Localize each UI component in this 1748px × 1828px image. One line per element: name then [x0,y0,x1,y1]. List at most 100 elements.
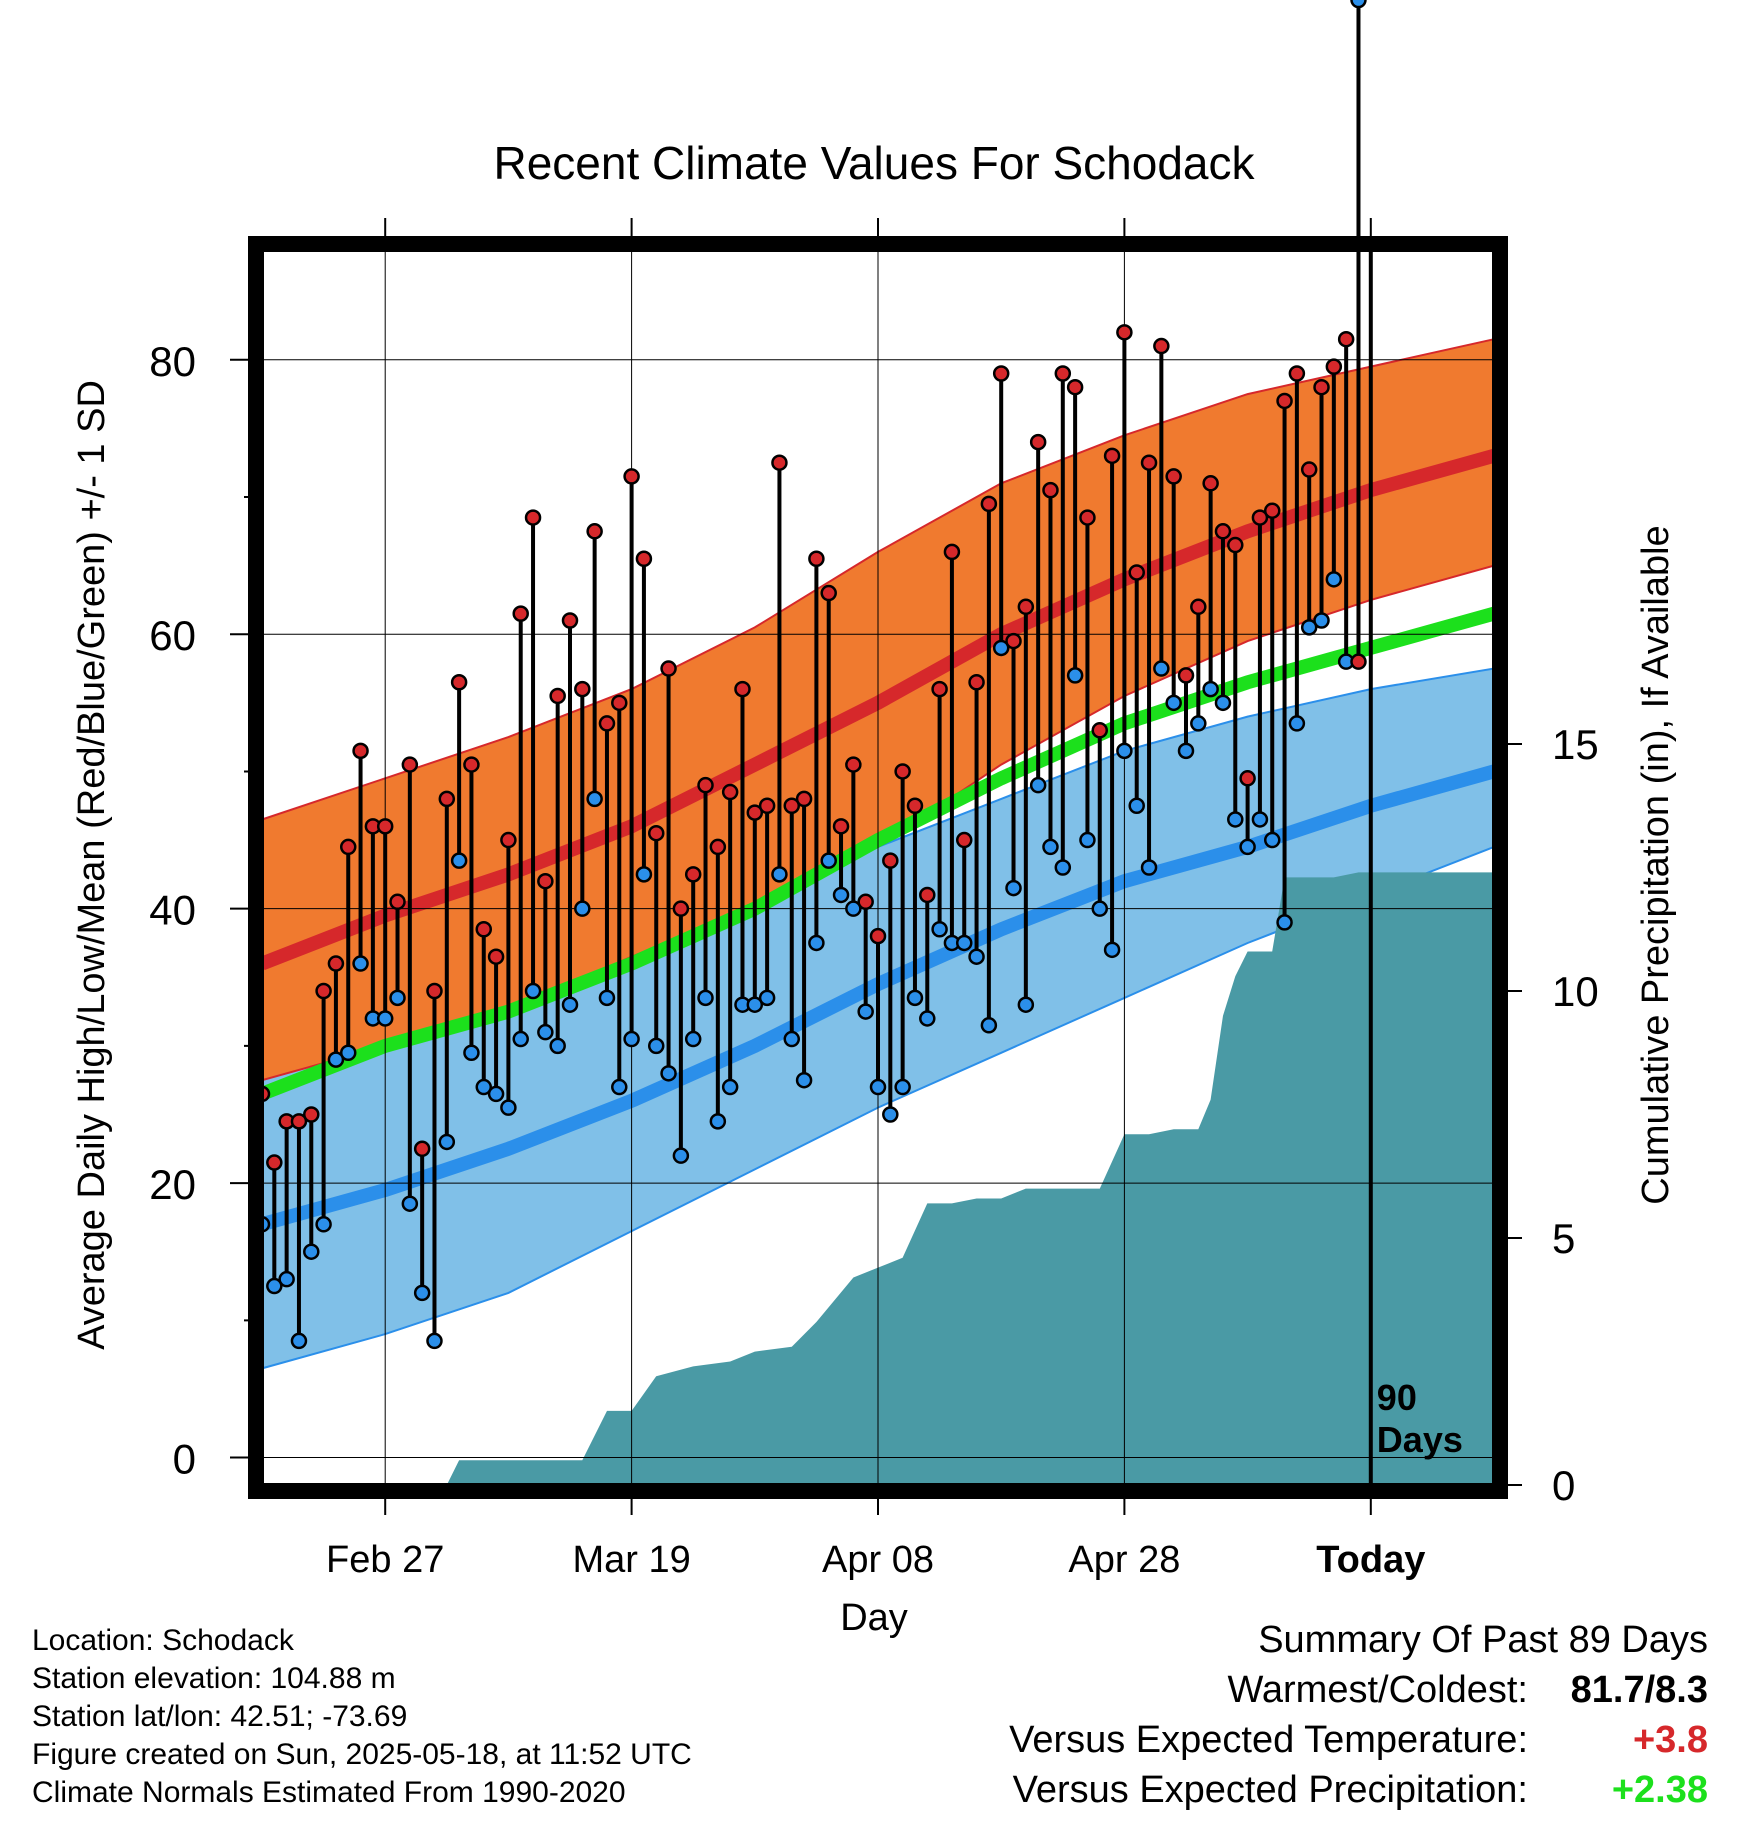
daily-high-point [1325,358,1343,375]
daily-high-point [746,804,764,821]
daily-low-point [1165,694,1182,712]
daily-high-point [992,365,1010,382]
daily-high-point [709,838,727,856]
daily-low-point [290,1332,308,1350]
daily-low-point [697,989,714,1007]
daily-high-point [500,831,517,849]
precip-label: Versus Expected Precipitation: [1012,1769,1528,1811]
daily-low-point [1029,776,1047,794]
daily-low-point [524,982,542,1000]
daily-low-point [1239,838,1256,856]
daily-high-point [845,756,862,773]
daily-high-point [1029,433,1047,451]
daily-high-point [660,660,677,677]
daily-high-point [524,509,542,526]
daily-high-point [1091,722,1109,739]
plot-frame [248,236,1508,1499]
daily-high-point [721,783,739,801]
daily-low-point [487,1085,505,1103]
daily-low-point [376,1010,394,1027]
temp-value: +3.8 [1632,1719,1708,1761]
daily-low-point [684,1030,702,1048]
daily-low-point [746,996,764,1013]
daily-low-point [795,1071,813,1089]
daily-high-point [1337,330,1355,348]
daily-high-point [943,543,961,561]
y-tick-label: 0 [173,1436,196,1483]
daily-low-point [783,1030,801,1048]
daily-low-point [537,1023,554,1041]
daily-low-point [352,955,369,972]
daily-high-point [783,797,801,814]
daily-low-point [1350,0,1367,9]
daily-high-point [611,694,628,712]
daily-high-point [771,454,788,471]
today-label-days-word: Days [1377,1419,1463,1460]
daily-high-point [955,831,973,849]
daily-high-point [487,948,505,965]
daily-low-point [1325,571,1343,588]
daily-low-point [820,852,837,869]
daily-low-point [266,1277,283,1295]
daily-low-point [709,1113,727,1130]
daily-high-point [1227,536,1244,554]
x-tick-label: Today [1316,1539,1425,1581]
daily-low-point [438,1133,456,1151]
daily-low-point [1116,742,1133,760]
daily-low-point [857,1003,874,1020]
temp-row: Versus Expected Temperature: +3.8 [1009,1715,1708,1765]
daily-low-point [992,639,1010,657]
daily-low-point [426,1332,443,1350]
daily-low-point [389,989,406,1007]
daily-high-point [1214,523,1232,540]
daily-high-point [919,886,936,904]
daily-low-point [1177,742,1195,760]
daily-low-point [413,1284,431,1302]
normals-text: Climate Normals Estimated From 1990-2020 [32,1776,626,1809]
daily-high-point [537,872,554,890]
daily-low-point [980,1017,998,1034]
daily-low-point [1276,914,1293,931]
daily-low-point [500,1099,517,1116]
axes: 0 20 40 60 80 Feb 27 Mar 19 Apr 08 Apr 28 Today 0 5… [149,218,1599,1581]
daily-low-point [758,989,776,1007]
x-tick-label: Apr 08 [822,1539,934,1581]
daily-low-point [1091,900,1109,917]
summary-heading: Summary Of Past 89 Days [1258,1619,1708,1661]
daily-low-point [894,1078,911,1096]
daily-low-point [450,852,468,869]
daily-high-point [1288,365,1306,382]
location-text: Location: Schodack [32,1624,294,1657]
daily-high-point [512,605,529,622]
temp-label: Versus Expected Temperature: [1009,1719,1528,1761]
daily-high-point [1066,378,1084,396]
daily-high-point [401,756,419,773]
y-tick-label: 40 [149,887,196,934]
daily-high-point [561,612,579,629]
daily-high-point [808,550,825,567]
daily-low-point [598,989,616,1007]
x-tick-label: Feb 27 [326,1539,444,1581]
daily-high-point [352,742,369,760]
daily-high-point [1079,509,1096,526]
daily-low-point [1079,831,1096,849]
daily-low-point [1300,619,1318,636]
daily-low-point [574,900,591,917]
daily-low-point [672,1147,690,1164]
daily-high-point [795,790,813,808]
daily-high-point [734,680,751,698]
daily-low-point [339,1044,357,1061]
daily-low-point [1054,859,1072,876]
precip-area [262,872,1494,1485]
daily-high-point [450,674,468,691]
daily-high-point [1140,454,1158,471]
daily-high-point [586,523,603,540]
daily-high-point [1128,564,1145,581]
daily-low-point [919,1010,936,1027]
y-tick-label: 20 [149,1161,196,1208]
daily-high-point [327,955,345,972]
daily-low-point [561,996,579,1013]
daily-low-point [832,886,850,904]
daily-high-point [549,687,566,705]
